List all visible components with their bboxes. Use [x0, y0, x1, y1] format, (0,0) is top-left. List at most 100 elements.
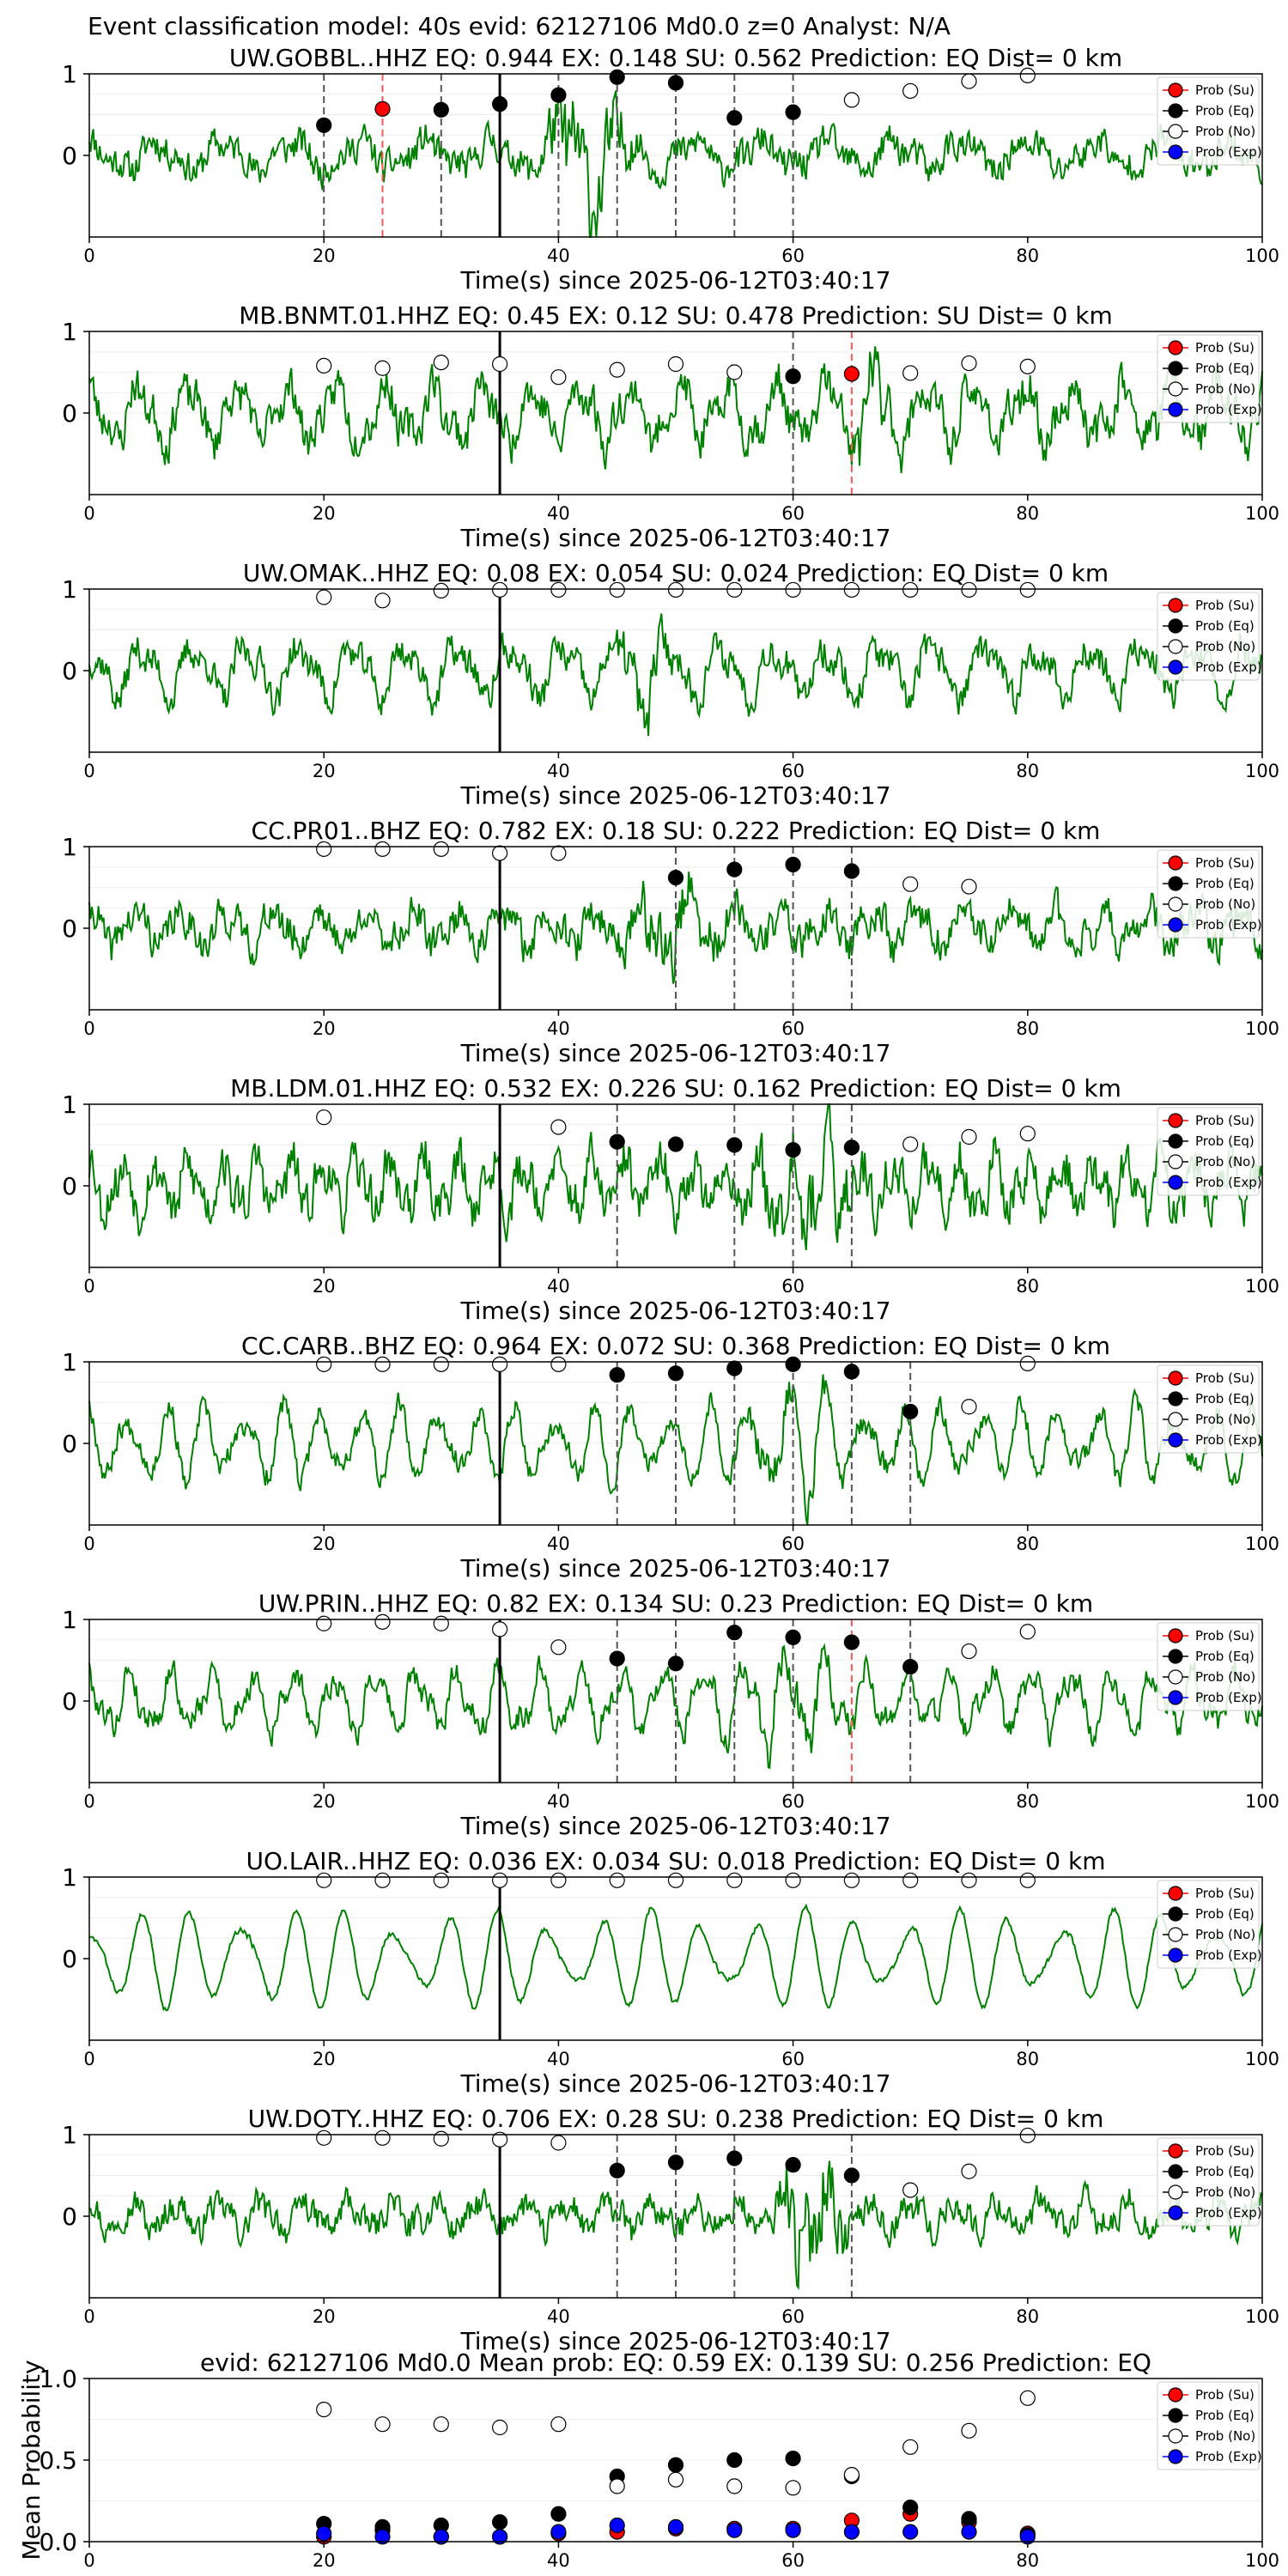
- x-tick-label: 20: [313, 2550, 336, 2571]
- x-tick-label: 0: [83, 761, 94, 781]
- legend-marker: [1168, 361, 1183, 376]
- prob-point: [726, 1872, 743, 1888]
- prob-point: [902, 876, 919, 892]
- x-tick-label: 20: [313, 2306, 336, 2327]
- legend-label: Prob (Exp): [1195, 144, 1262, 160]
- prob-point: [961, 1872, 977, 1888]
- x-tick-label: 60: [781, 2306, 805, 2327]
- x-axis-label: Time(s) since 2025-06-12T03:40:17: [459, 781, 890, 810]
- waveform-trace: [88, 613, 1263, 737]
- x-tick-label: 80: [1016, 2550, 1039, 2571]
- panel-1: UW.GOBBL..HHZ EQ: 0.944 EX: 0.148 SU: 0.…: [62, 44, 1279, 295]
- prob-point: [1019, 2127, 1036, 2144]
- x-tick-label: 40: [547, 246, 570, 266]
- x-tick-label: 0: [83, 246, 94, 266]
- prob-point: [785, 1142, 801, 1158]
- legend-box: [1157, 1364, 1260, 1454]
- x-tick-label: 0: [83, 2049, 94, 2069]
- prob-point: [843, 2167, 860, 2184]
- x-tick-label: 0: [83, 1276, 94, 1297]
- x-tick-label: 0: [83, 2550, 94, 2571]
- prob-point: [843, 1139, 860, 1156]
- y-tick-label: 0: [62, 1430, 77, 1458]
- mean-prob-point: [491, 2419, 508, 2436]
- legend-label: Prob (Su): [1195, 82, 1255, 98]
- legend-marker: [1168, 1886, 1183, 1901]
- prob-point: [609, 1367, 625, 1383]
- prob-point: [1019, 67, 1036, 84]
- legend-label: Prob (No): [1195, 2184, 1255, 2200]
- legend-marker: [1168, 896, 1183, 912]
- prob-point: [316, 2129, 332, 2146]
- prob-point: [491, 845, 508, 861]
- x-tick-label: 80: [1016, 1276, 1039, 1297]
- prob-point: [374, 592, 391, 609]
- prob-point: [667, 75, 684, 91]
- prob-point: [316, 1109, 332, 1126]
- prob-point: [961, 1399, 977, 1415]
- prob-point: [433, 355, 449, 371]
- y-tick-label: 1.0: [39, 2365, 77, 2393]
- prob-point: [902, 1872, 919, 1888]
- prob-point: [785, 581, 801, 598]
- legend-marker: [1168, 2449, 1183, 2464]
- x-tick-label: 100: [1245, 1534, 1279, 1554]
- legend-label: Prob (Eq): [1195, 1133, 1255, 1149]
- y-tick-label: 1: [62, 1863, 77, 1892]
- prob-point: [550, 845, 567, 861]
- mean-prob-point: [902, 2524, 919, 2540]
- x-tick-label: 20: [313, 1791, 336, 1812]
- x-tick-label: 20: [313, 761, 336, 781]
- prob-point: [902, 82, 919, 100]
- legend-marker: [1168, 855, 1183, 871]
- legend-label: Prob (Exp): [1195, 917, 1262, 933]
- prob-point: [843, 92, 860, 108]
- x-axis-label: Time(s) since 2025-06-12T03:40:17: [459, 1039, 890, 1067]
- legend-label: Prob (Su): [1195, 1886, 1255, 1901]
- legend-marker: [1168, 1649, 1183, 1664]
- prob-point: [667, 1136, 684, 1152]
- prob-point: [843, 366, 860, 382]
- y-tick-label: 0: [62, 1945, 77, 1973]
- prob-point: [609, 361, 625, 378]
- legend-box: [1157, 849, 1260, 939]
- prob-point: [667, 581, 684, 598]
- prob-point: [550, 1872, 567, 1888]
- prob-point: [961, 2163, 977, 2179]
- prob-point: [491, 1872, 508, 1888]
- mean-prob-point: [961, 2422, 977, 2439]
- prob-point: [667, 2154, 684, 2171]
- panel-7: UW.PRIN..HHZ EQ: 0.82 EX: 0.134 SU: 0.23…: [62, 1589, 1279, 1840]
- suptitle: Event classification model: 40s evid: 62…: [88, 12, 951, 40]
- y-tick-label: 0.0: [39, 2528, 77, 2556]
- legend-label: Prob (Su): [1195, 340, 1255, 355]
- legend-marker: [1168, 1669, 1183, 1685]
- legend-marker: [1168, 1154, 1183, 1170]
- prob-point: [667, 355, 684, 373]
- legend-marker: [1168, 1175, 1183, 1190]
- legend-box: [1157, 76, 1260, 166]
- mean-prob-point: [785, 2522, 801, 2538]
- x-tick-label: 40: [547, 1791, 570, 1812]
- x-tick-label: 80: [1016, 761, 1039, 781]
- legend-label: Prob (No): [1195, 1412, 1255, 1427]
- legend-marker: [1168, 2143, 1183, 2159]
- prob-point: [785, 104, 801, 120]
- legend-marker: [1168, 340, 1183, 355]
- legend-label: Prob (Eq): [1195, 2164, 1255, 2179]
- waveform-trace: [88, 90, 1263, 238]
- prob-point: [374, 1356, 391, 1372]
- y-tick-label: 0: [62, 1687, 77, 1716]
- legend-label: Prob (Su): [1195, 1370, 1255, 1386]
- y-tick-label: 1: [62, 1091, 77, 1119]
- x-axis-label: Time(s) since 2025-06-12T03:40:17: [459, 266, 890, 295]
- x-axis-label: Time(s) since 2025-06-12T03:40:17: [459, 1554, 890, 1583]
- x-tick-label: 60: [781, 761, 805, 781]
- x-tick-label: 0: [83, 503, 94, 524]
- y-tick-label: 0: [62, 399, 77, 428]
- prob-point: [785, 368, 801, 385]
- x-tick-label: 40: [547, 503, 570, 524]
- prob-point: [433, 1872, 449, 1888]
- prob-point: [1019, 1872, 1036, 1888]
- mean-prob-point: [785, 2451, 801, 2467]
